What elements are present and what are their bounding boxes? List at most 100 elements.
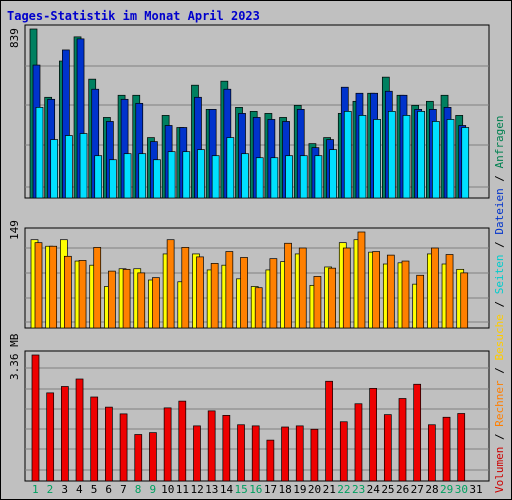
bar-rechner-28 [431, 247, 439, 329]
day-label-24: 24 [367, 483, 381, 496]
day-label-8: 8 [135, 483, 142, 496]
bar-rechner-26 [401, 260, 410, 329]
bar-rechner-29 [445, 254, 454, 329]
bar-rechner-15 [240, 257, 248, 329]
day-label-28: 28 [425, 483, 438, 496]
day-label-13: 13 [205, 483, 218, 496]
legend-rechner: Rechner [493, 380, 506, 427]
bar-seiten-17 [270, 157, 279, 199]
legend-volumen: Volumen [493, 447, 506, 493]
bar-volumen-4 [75, 378, 84, 482]
bar-seiten-11 [182, 151, 191, 199]
day-label-2: 2 [47, 483, 54, 496]
bar-volumen-29 [442, 416, 451, 482]
bar-rechner-12 [196, 256, 204, 329]
bar-rechner-25 [386, 254, 395, 329]
bar-volumen-18 [281, 426, 289, 482]
y-top-label-2: 149 [8, 220, 21, 240]
day-label-7: 7 [120, 483, 127, 496]
bar-seiten-19 [299, 155, 308, 199]
bar-volumen-26 [398, 398, 407, 482]
bar-rechner-24 [372, 251, 380, 329]
day-label-27: 27 [411, 483, 424, 496]
day-label-20: 20 [308, 483, 321, 496]
day-label-26: 26 [396, 483, 409, 496]
chart-title: Tages-Statistik im Monat April 2023 [7, 9, 260, 23]
bar-seiten-8 [138, 153, 147, 199]
bar-seiten-15 [241, 153, 249, 199]
bar-volumen-3 [61, 386, 69, 482]
day-label-17: 17 [264, 483, 277, 496]
bar-rechner-4 [78, 260, 87, 329]
bar-rechner-10 [166, 239, 175, 329]
legend-separator: / [493, 361, 506, 381]
day-label-18: 18 [279, 483, 292, 496]
bar-rechner-17 [269, 258, 278, 329]
bar-seiten-27 [417, 111, 426, 199]
bar-volumen-14 [222, 415, 231, 482]
legend-separator: / [493, 235, 506, 255]
bar-volumen-9 [149, 432, 157, 482]
day-label-19: 19 [293, 483, 306, 496]
bar-seiten-23 [358, 115, 367, 199]
legend: Volumen / Rechner / Besuche / Seiten / D… [493, 115, 506, 493]
bar-volumen-28 [428, 424, 436, 482]
legend-anfragen: Anfragen [493, 115, 506, 168]
bar-volumen-21 [325, 380, 333, 482]
bar-volumen-22 [339, 421, 348, 482]
day-label-23: 23 [352, 483, 365, 496]
bar-seiten-24 [373, 119, 381, 199]
y-top-label-3: 3.36 MB [8, 333, 21, 380]
legend-seiten: Seiten [493, 255, 506, 295]
day-label-15: 15 [235, 483, 248, 496]
bar-rechner-22 [342, 247, 351, 329]
bar-volumen-30 [457, 413, 466, 482]
legend-besuche: Besuche [493, 314, 506, 360]
bar-volumen-8 [134, 434, 143, 482]
bar-rechner-8 [137, 272, 146, 329]
bar-rechner-13 [210, 263, 219, 329]
bar-rechner-9 [152, 277, 160, 329]
day-label-21: 21 [323, 483, 336, 496]
bar-seiten-4 [79, 133, 88, 199]
bar-volumen-16 [251, 425, 260, 482]
day-label-31: 31 [469, 483, 482, 496]
bar-volumen-2 [46, 392, 55, 482]
bar-rechner-7 [122, 268, 131, 329]
day-label-5: 5 [91, 483, 98, 496]
day-label-3: 3 [61, 483, 68, 496]
legend-separator: / [493, 168, 506, 188]
day-label-25: 25 [381, 483, 394, 496]
bar-rechner-1 [34, 242, 43, 329]
day-label-1: 1 [32, 483, 39, 496]
bar-seiten-22 [343, 111, 352, 199]
bar-volumen-11 [178, 400, 187, 482]
bar-seiten-6 [109, 159, 117, 199]
bar-volumen-15 [237, 424, 245, 482]
bar-rechner-2 [49, 245, 58, 329]
day-label-11: 11 [176, 483, 189, 496]
day-label-29: 29 [440, 483, 453, 496]
bar-volumen-12 [193, 425, 201, 482]
day-label-30: 30 [455, 483, 468, 496]
bar-volumen-23 [354, 403, 363, 482]
bar-rechner-21 [328, 267, 336, 329]
day-label-12: 12 [190, 483, 203, 496]
bar-seiten-1 [35, 107, 44, 199]
bar-rechner-27 [416, 274, 425, 329]
y-top-label-1: 839 [8, 28, 21, 48]
bar-volumen-13 [207, 410, 216, 482]
bar-rechner-16 [254, 287, 263, 329]
bar-volumen-7 [119, 413, 128, 482]
bar-seiten-10 [167, 151, 176, 199]
legend-separator: / [493, 294, 506, 314]
day-label-9: 9 [149, 483, 156, 496]
bar-rechner-18 [284, 242, 292, 329]
bar-rechner-3 [64, 255, 72, 329]
day-label-6: 6 [105, 483, 112, 496]
bar-seiten-30 [461, 127, 470, 199]
bar-seiten-7 [123, 153, 132, 199]
bar-volumen-17 [266, 439, 275, 482]
day-label-22: 22 [337, 483, 350, 496]
